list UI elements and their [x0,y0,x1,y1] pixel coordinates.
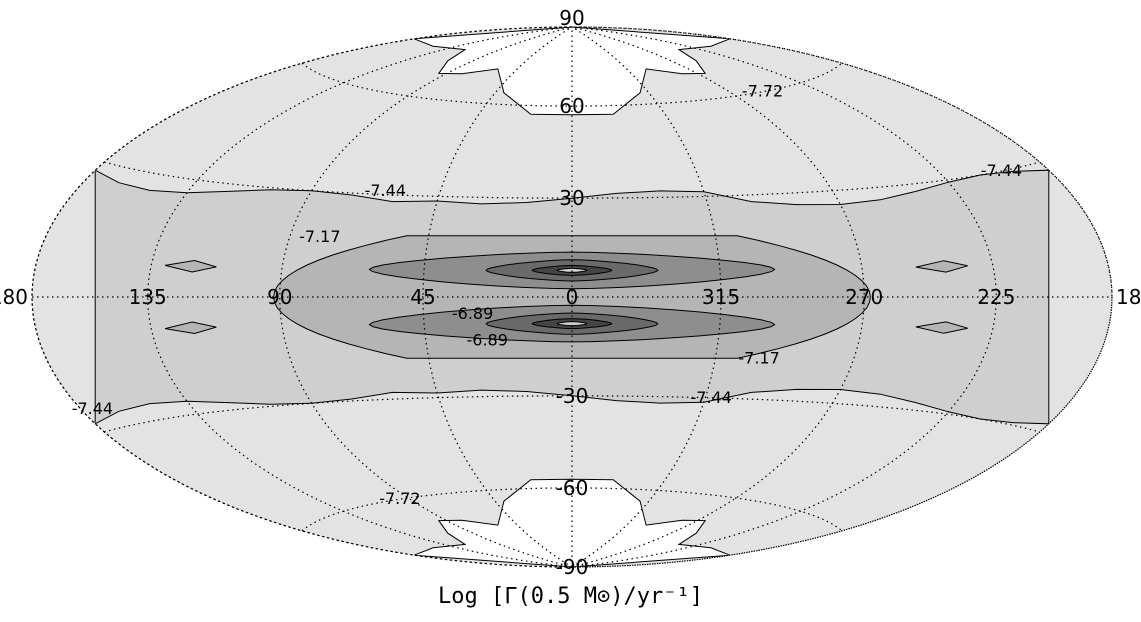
longitude-tick-label: 225 [977,285,1015,309]
parallel-line [301,62,843,107]
longitude-tick-label: 180 [1116,285,1141,309]
contour-label: -7.17 [738,349,779,368]
south-cap-region [413,478,731,567]
longitude-tick-label: 270 [845,285,883,309]
parallel-line [104,161,1040,199]
latitude-tick-label: -90 [556,555,589,579]
colorbar-caption: Log [Γ(0.5 M⊙)/yr⁻¹] [438,584,703,609]
longitude-tick-label: 90 [267,285,292,309]
parallel-line [301,487,843,532]
island-region-0 [164,259,217,273]
contour-label: -7.44 [365,181,406,200]
latitude-tick-label: 30 [559,186,584,210]
sky-outline [31,26,1113,568]
longitude-tick-label: 0 [566,285,579,309]
contour-label: -7.44 [72,399,113,418]
tick-labels: 180 135 90 45 0 315 270 225 180 90 60 30 -30 -60 -90 [0,6,1141,579]
island-region-2 [915,260,968,273]
island-region-3 [915,321,968,334]
coordinate-grid [31,26,1113,568]
lobe-peak-north [556,267,588,273]
contour-label: -7.72 [742,82,783,101]
longitude-tick-label: 180 [0,285,28,309]
latitude-tick-label: 90 [559,6,584,30]
contour-labels: -7.72 -7.44 -7.44 -7.17 -6.89 -6.89 -7.17 -7.44… [72,82,1022,509]
lobe-peak-south [556,321,588,327]
contour-label: -6.89 [452,304,493,323]
island-region-1 [164,321,217,335]
meridian-line [279,26,573,568]
contour-label: -7.72 [379,489,420,508]
latitude-tick-label: -60 [556,476,589,500]
latitude-tick-label: 60 [559,94,584,118]
all-sky-contour-map: 180 135 90 45 0 315 270 225 180 90 60 30 -30 -60 -90 -… [0,6,1141,579]
longitude-tick-label: 135 [129,285,167,309]
contour-label: -7.44 [981,161,1022,180]
contour-label: -7.44 [690,388,731,407]
longitude-tick-label: 315 [702,285,740,309]
meridian-line [571,26,997,568]
meridian-line [571,26,722,568]
contour-label: -6.89 [466,331,507,350]
latitude-tick-label: -30 [556,384,589,408]
contour-label: -7.17 [299,227,340,246]
longitude-tick-label: 45 [410,285,435,309]
parallel-line [104,395,1040,433]
